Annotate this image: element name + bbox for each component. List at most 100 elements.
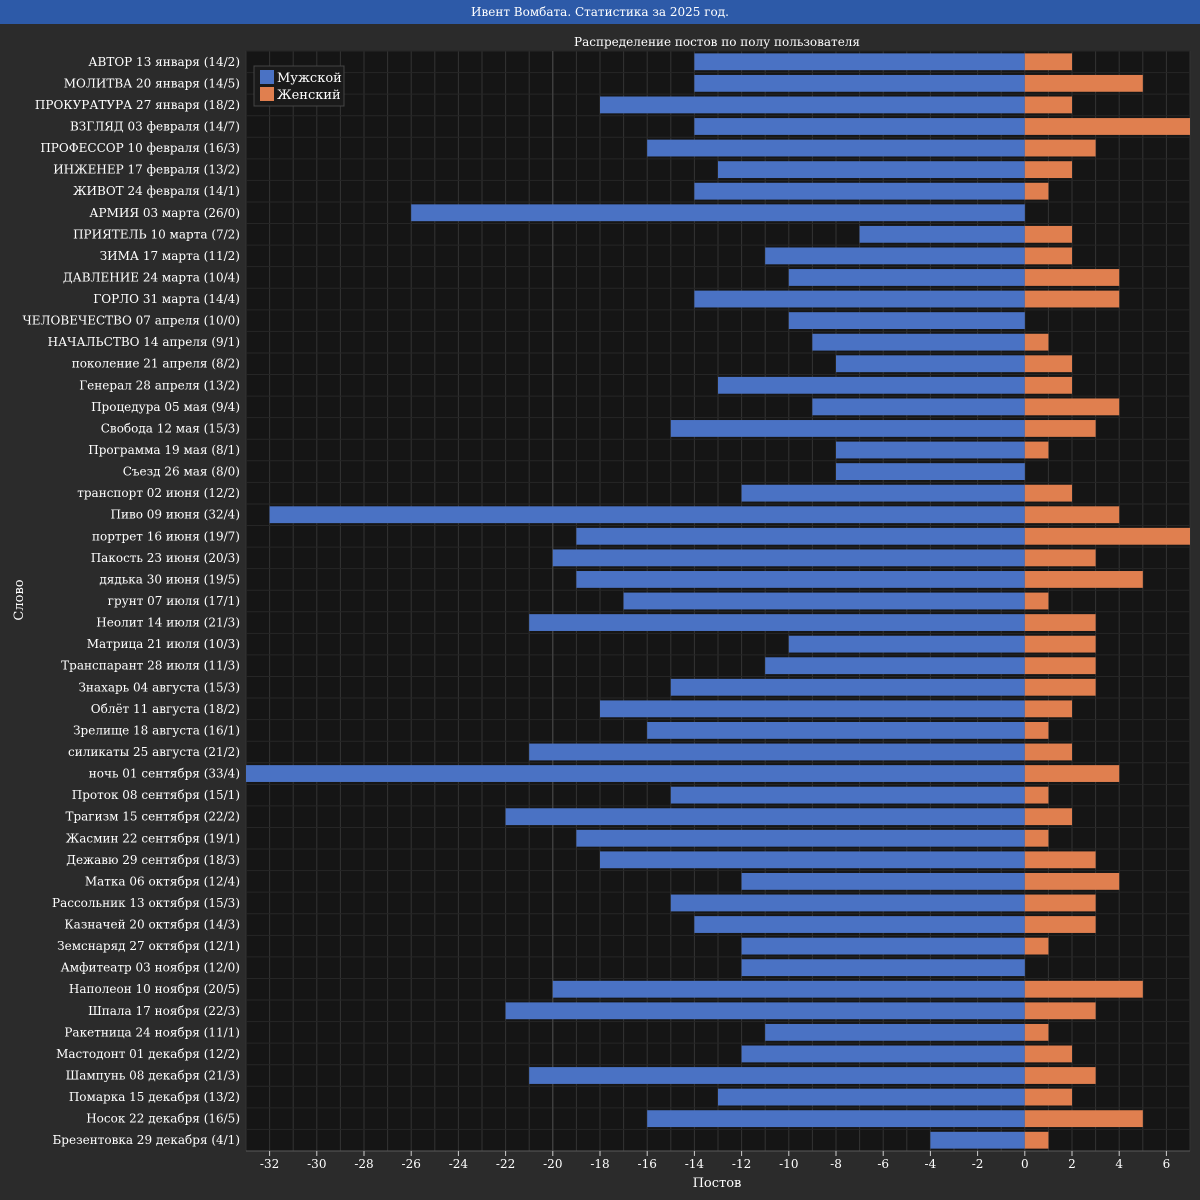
bar-female[interactable] bbox=[1024, 139, 1096, 157]
bar-female[interactable] bbox=[1024, 1023, 1049, 1041]
bar-female[interactable] bbox=[1024, 182, 1049, 200]
bar-female[interactable] bbox=[1024, 614, 1096, 631]
bar-female[interactable] bbox=[1024, 700, 1072, 718]
bar-male[interactable] bbox=[694, 53, 1025, 71]
bar-male[interactable] bbox=[529, 1067, 1025, 1084]
bar-male[interactable] bbox=[765, 1023, 1025, 1041]
bar-female[interactable] bbox=[1024, 743, 1072, 761]
bar-male[interactable] bbox=[246, 765, 1025, 782]
bar-female[interactable] bbox=[1024, 635, 1096, 653]
bar-male[interactable] bbox=[741, 937, 1025, 955]
bar-male[interactable] bbox=[694, 916, 1025, 933]
bar-male[interactable] bbox=[600, 700, 1025, 718]
bar-female[interactable] bbox=[1024, 657, 1096, 675]
bar-female[interactable] bbox=[1024, 916, 1096, 933]
bar-male[interactable] bbox=[647, 139, 1025, 157]
bar-female[interactable] bbox=[1024, 74, 1143, 92]
bar-female[interactable] bbox=[1024, 592, 1049, 610]
bar-female[interactable] bbox=[1024, 506, 1120, 524]
category-label: Программа 19 мая (8/1) bbox=[88, 443, 240, 457]
bar-female[interactable] bbox=[1024, 894, 1096, 912]
bar-male[interactable] bbox=[788, 269, 1025, 286]
bar-male[interactable] bbox=[718, 376, 1025, 394]
bar-male[interactable] bbox=[718, 161, 1025, 179]
bar-male[interactable] bbox=[694, 182, 1025, 200]
bar-male[interactable] bbox=[576, 829, 1025, 847]
bar-female[interactable] bbox=[1024, 1110, 1143, 1128]
bar-female[interactable] bbox=[1024, 269, 1120, 286]
bar-female[interactable] bbox=[1024, 765, 1120, 782]
bar-female[interactable] bbox=[1024, 376, 1072, 394]
bar-female[interactable] bbox=[1024, 53, 1072, 71]
bar-male[interactable] bbox=[576, 527, 1025, 545]
bar-female[interactable] bbox=[1024, 678, 1096, 696]
legend[interactable]: Мужской Женский bbox=[253, 65, 345, 107]
bar-male[interactable] bbox=[718, 1088, 1025, 1106]
bar-male[interactable] bbox=[505, 808, 1025, 826]
bar-male[interactable] bbox=[269, 506, 1025, 524]
bar-male[interactable] bbox=[812, 398, 1025, 416]
bar-male[interactable] bbox=[647, 722, 1025, 739]
bar-female[interactable] bbox=[1024, 722, 1049, 739]
bar-male[interactable] bbox=[552, 980, 1025, 998]
bar-male[interactable] bbox=[552, 549, 1025, 567]
bar-male[interactable] bbox=[505, 1002, 1025, 1020]
bar-male[interactable] bbox=[670, 678, 1025, 696]
bar-female[interactable] bbox=[1024, 1088, 1072, 1106]
bar-female[interactable] bbox=[1024, 1067, 1096, 1084]
bar-male[interactable] bbox=[600, 96, 1025, 114]
bar-male[interactable] bbox=[670, 786, 1025, 804]
bar-male[interactable] bbox=[694, 290, 1025, 308]
bar-female[interactable] bbox=[1024, 1045, 1072, 1063]
bar-female[interactable] bbox=[1024, 225, 1072, 243]
bar-female[interactable] bbox=[1024, 441, 1049, 459]
bar-male[interactable] bbox=[859, 225, 1025, 243]
bar-male[interactable] bbox=[788, 312, 1025, 330]
bar-male[interactable] bbox=[765, 247, 1025, 265]
bar-male[interactable] bbox=[670, 894, 1025, 912]
bar-male[interactable] bbox=[930, 1131, 1025, 1149]
bar-female[interactable] bbox=[1024, 290, 1120, 308]
bar-female[interactable] bbox=[1024, 398, 1120, 416]
bar-female[interactable] bbox=[1024, 420, 1096, 437]
bar-female[interactable] bbox=[1024, 786, 1049, 804]
bar-male[interactable] bbox=[670, 420, 1025, 437]
bar-female[interactable] bbox=[1024, 355, 1072, 373]
bar-female[interactable] bbox=[1024, 118, 1190, 135]
bar-female[interactable] bbox=[1024, 96, 1072, 114]
bar-male[interactable] bbox=[623, 592, 1025, 610]
bar-female[interactable] bbox=[1024, 1131, 1049, 1149]
bar-male[interactable] bbox=[741, 484, 1025, 502]
bar-female[interactable] bbox=[1024, 937, 1049, 955]
bar-female[interactable] bbox=[1024, 980, 1143, 998]
bar-male[interactable] bbox=[694, 74, 1025, 92]
bar-female[interactable] bbox=[1024, 527, 1190, 545]
bar-male[interactable] bbox=[600, 851, 1025, 869]
bar-female[interactable] bbox=[1024, 808, 1072, 826]
bar-female[interactable] bbox=[1024, 161, 1072, 179]
bar-female[interactable] bbox=[1024, 333, 1049, 351]
bar-female[interactable] bbox=[1024, 484, 1072, 502]
bar-female[interactable] bbox=[1024, 247, 1072, 265]
bar-male[interactable] bbox=[836, 355, 1025, 373]
bar-male[interactable] bbox=[529, 743, 1025, 761]
bar-male[interactable] bbox=[836, 463, 1025, 480]
bar-male[interactable] bbox=[694, 118, 1025, 135]
bar-female[interactable] bbox=[1024, 1002, 1096, 1020]
bar-male[interactable] bbox=[765, 657, 1025, 675]
bar-male[interactable] bbox=[836, 441, 1025, 459]
bar-male[interactable] bbox=[529, 614, 1025, 631]
bar-male[interactable] bbox=[788, 635, 1025, 653]
bar-male[interactable] bbox=[741, 872, 1025, 890]
bar-female[interactable] bbox=[1024, 851, 1096, 869]
bar-male[interactable] bbox=[647, 1110, 1025, 1128]
bar-female[interactable] bbox=[1024, 829, 1049, 847]
bar-female[interactable] bbox=[1024, 549, 1096, 567]
bar-female[interactable] bbox=[1024, 571, 1143, 588]
bar-male[interactable] bbox=[411, 204, 1025, 222]
bar-female[interactable] bbox=[1024, 872, 1120, 890]
bar-male[interactable] bbox=[576, 571, 1025, 588]
bar-male[interactable] bbox=[812, 333, 1025, 351]
bar-male[interactable] bbox=[741, 1045, 1025, 1063]
bar-male[interactable] bbox=[741, 959, 1025, 977]
